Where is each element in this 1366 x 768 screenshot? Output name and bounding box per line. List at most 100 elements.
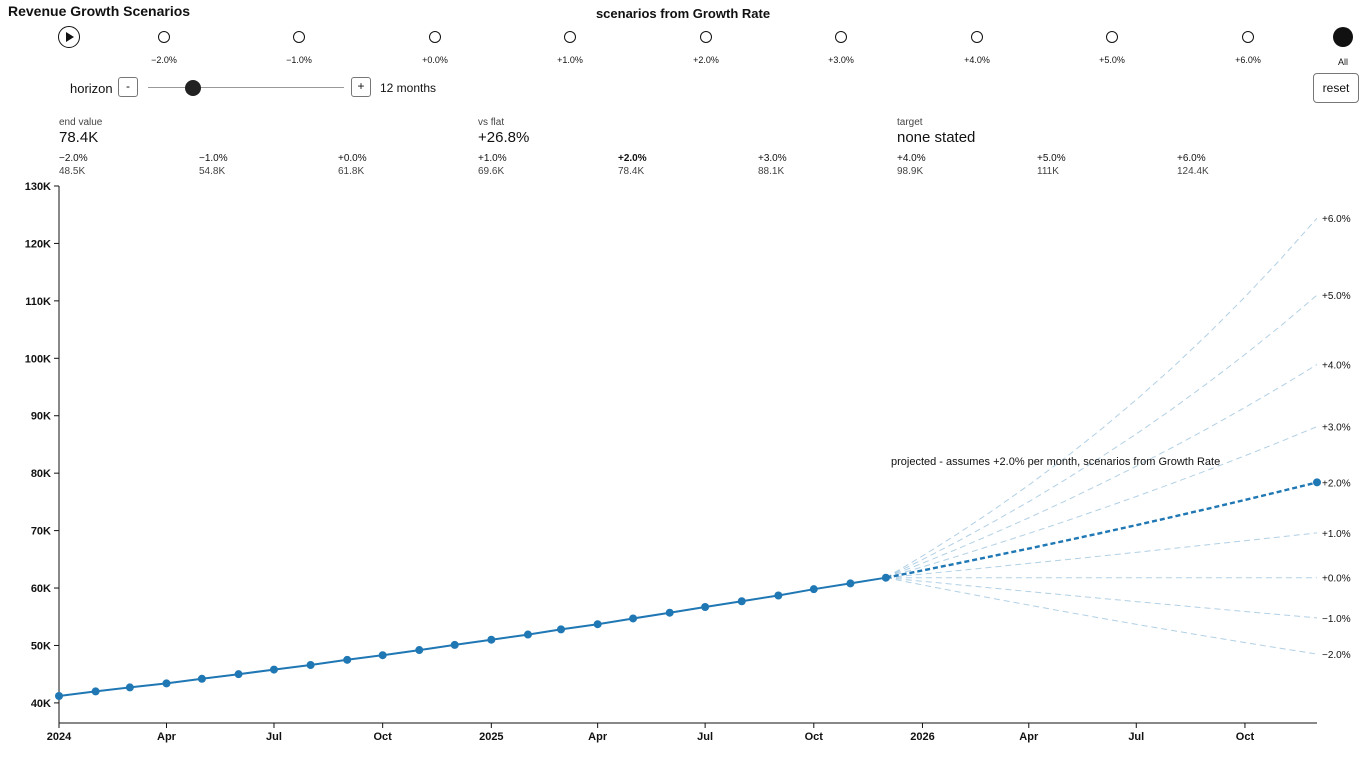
scenario-step-dot — [293, 31, 305, 43]
scenario-summary-end: 61.8K — [338, 166, 365, 177]
play-button[interactable] — [58, 26, 80, 48]
scenario-summary-end: 124.4K — [1177, 166, 1209, 177]
history-point — [737, 597, 746, 606]
y-tick-label: 50K — [31, 640, 51, 652]
history-point — [629, 614, 638, 623]
scenario-summary-rate: −2.0% — [59, 153, 88, 164]
scenario-step-label: −2.0% — [151, 55, 177, 65]
history-point — [774, 591, 783, 600]
slider-thumb[interactable] — [185, 80, 202, 96]
scenario-end-label: −1.0% — [1322, 614, 1351, 625]
scenario-step-plus-2[interactable]: +2.0% — [676, 31, 736, 65]
scenario-summary-end: 78.4K — [618, 166, 645, 177]
end-value-stat: end value 78.4K — [59, 117, 102, 146]
y-tick-label: 130K — [25, 181, 51, 193]
scenario-summary-item: +6.0% 124.4K — [1177, 152, 1209, 178]
horizon-increase-button[interactable]: + — [351, 77, 371, 97]
scenario-summary-item: +1.0% 69.6K — [478, 152, 507, 178]
scenario-line — [885, 426, 1318, 579]
scenario-step-dot — [700, 31, 712, 43]
history-point — [665, 608, 674, 617]
x-tick-label: Oct — [805, 731, 824, 743]
scenario-line — [885, 481, 1318, 579]
reset-button[interactable]: reset — [1313, 73, 1359, 103]
scenario-summary-item: −2.0% 48.5K — [59, 152, 88, 178]
x-tick-label: Jul — [266, 731, 282, 743]
horizon-slider[interactable] — [148, 78, 344, 98]
history-point — [306, 660, 315, 669]
y-tick-label: 90K — [31, 411, 51, 423]
scenario-end-label: +1.0% — [1322, 529, 1351, 540]
scenario-step-dot — [835, 31, 847, 43]
x-tick-label: Oct — [1236, 731, 1255, 743]
history-line — [58, 576, 887, 697]
target-stat: target none stated — [897, 117, 975, 146]
scenario-step-label: +6.0% — [1235, 55, 1261, 65]
scenario-step-plus-3[interactable]: +3.0% — [811, 31, 871, 65]
y-tick-label: 110K — [25, 296, 51, 308]
scenario-step-plus-5[interactable]: +5.0% — [1082, 31, 1142, 65]
history-point — [487, 635, 496, 644]
scenario-step-dot — [1242, 31, 1254, 43]
projected-end-point — [1313, 478, 1321, 487]
horizon-decrease-button[interactable]: - — [118, 77, 138, 97]
history-point — [91, 687, 100, 696]
history-point — [701, 602, 710, 611]
scenario-summary-end: 54.8K — [199, 166, 226, 177]
scenario-end-label: +6.0% — [1322, 214, 1351, 225]
scenario-line — [885, 217, 1318, 579]
scenario-step-label: −1.0% — [286, 55, 312, 65]
scenario-step-minus-1[interactable]: −1.0% — [269, 31, 329, 65]
scenario-summary-end: 48.5K — [59, 166, 86, 177]
scenario-end-label: +5.0% — [1322, 291, 1351, 302]
app-title: Revenue Growth Scenarios — [8, 3, 191, 19]
scenario-step-label: +2.0% — [693, 55, 719, 65]
history-point — [593, 620, 602, 629]
y-tick-label: 40K — [31, 698, 51, 710]
history-point — [557, 625, 566, 634]
y-tick-label: 70K — [31, 526, 51, 538]
y-tick-label: 60K — [31, 583, 51, 595]
horizon-label: horizon — [70, 81, 113, 96]
history-point — [269, 665, 278, 674]
scenario-summary-item-selected: +2.0% 78.4K — [618, 152, 647, 178]
scenario-line — [885, 294, 1318, 579]
scenario-summary-end: 98.9K — [897, 166, 924, 177]
scenario-summary-rate: +3.0% — [758, 153, 787, 164]
play-icon — [66, 32, 74, 42]
scenarios-title: scenarios from Growth Rate — [595, 6, 771, 21]
scenario-step-0[interactable]: +0.0% — [405, 31, 465, 65]
history-point — [55, 692, 63, 701]
scenario-step-label: +0.0% — [422, 55, 448, 65]
vs-flat-caption: vs flat — [478, 117, 505, 128]
scenario-end-label: +2.0% — [1322, 478, 1351, 489]
scenario-step-plus-6[interactable]: +6.0% — [1218, 31, 1278, 65]
scenario-step-plus-4[interactable]: +4.0% — [947, 31, 1007, 65]
history-point — [234, 670, 243, 679]
scenario-line — [885, 577, 1318, 619]
scenario-step-all[interactable]: All — [1313, 27, 1366, 67]
scenario-line — [885, 577, 1318, 655]
scenario-step-dot — [1333, 27, 1353, 47]
scenario-line — [885, 532, 1318, 579]
scenario-end-label: +3.0% — [1322, 423, 1351, 434]
scenario-step-dot — [158, 31, 170, 43]
scenario-step-dot — [971, 31, 983, 43]
scenario-end-label: −2.0% — [1322, 650, 1351, 661]
y-tick-label: 100K — [25, 353, 51, 365]
scenario-end-label: +4.0% — [1322, 361, 1351, 372]
history-point — [197, 674, 206, 683]
scenario-step-minus-2[interactable]: −2.0% — [134, 31, 194, 65]
x-tick-label: Apr — [157, 731, 177, 743]
scenario-summary-rate: −1.0% — [199, 153, 228, 164]
scenario-step-plus-1[interactable]: +1.0% — [540, 31, 600, 65]
scenario-summary-rate: +5.0% — [1037, 153, 1066, 164]
history-point — [450, 640, 459, 649]
history-point — [809, 585, 818, 594]
scenario-summary-rate: +1.0% — [478, 153, 507, 164]
scenario-step-dot — [564, 31, 576, 43]
scenario-step-dot — [429, 31, 441, 43]
scenario-summary-rate: +0.0% — [338, 153, 367, 164]
y-tick-label: 120K — [25, 238, 51, 250]
history-point — [881, 573, 890, 582]
